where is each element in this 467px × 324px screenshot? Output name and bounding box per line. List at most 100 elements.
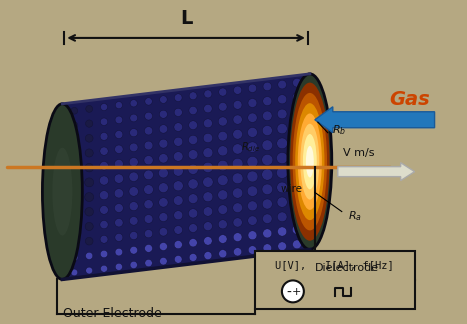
Circle shape: [71, 239, 78, 247]
Circle shape: [144, 185, 153, 194]
Circle shape: [159, 125, 168, 133]
Circle shape: [174, 240, 182, 249]
Circle shape: [189, 209, 198, 218]
Ellipse shape: [298, 113, 322, 210]
Circle shape: [276, 152, 288, 164]
Circle shape: [306, 134, 318, 145]
Circle shape: [218, 160, 228, 171]
Text: L: L: [180, 9, 192, 28]
Circle shape: [262, 154, 273, 166]
Circle shape: [115, 131, 123, 139]
Circle shape: [70, 194, 79, 203]
Circle shape: [115, 116, 123, 124]
Circle shape: [173, 181, 183, 191]
Circle shape: [174, 108, 182, 116]
Circle shape: [218, 205, 227, 214]
Circle shape: [203, 207, 212, 216]
Circle shape: [263, 82, 272, 91]
Circle shape: [276, 167, 288, 179]
Circle shape: [85, 222, 93, 231]
Circle shape: [174, 123, 183, 132]
Circle shape: [234, 86, 242, 94]
Circle shape: [204, 90, 212, 98]
Circle shape: [262, 169, 273, 180]
Circle shape: [263, 97, 272, 106]
Circle shape: [130, 114, 138, 122]
Circle shape: [189, 92, 197, 100]
Circle shape: [99, 191, 109, 200]
Circle shape: [307, 208, 317, 218]
Circle shape: [247, 186, 258, 196]
Circle shape: [159, 213, 168, 222]
Ellipse shape: [290, 83, 330, 241]
Circle shape: [189, 253, 197, 261]
Circle shape: [129, 216, 138, 225]
Circle shape: [85, 149, 93, 157]
Circle shape: [188, 164, 198, 174]
Ellipse shape: [300, 124, 319, 200]
Circle shape: [248, 113, 257, 122]
Text: $R_b$: $R_b$: [332, 123, 346, 137]
Circle shape: [203, 162, 213, 173]
Circle shape: [188, 194, 198, 203]
Circle shape: [307, 238, 316, 247]
Circle shape: [189, 224, 198, 233]
Circle shape: [232, 158, 243, 169]
Circle shape: [248, 216, 257, 225]
Circle shape: [219, 250, 227, 258]
Ellipse shape: [288, 74, 332, 249]
Circle shape: [158, 183, 168, 193]
Circle shape: [129, 187, 138, 196]
Circle shape: [114, 203, 123, 213]
Circle shape: [158, 168, 168, 178]
Ellipse shape: [52, 148, 72, 236]
Circle shape: [159, 110, 167, 118]
Circle shape: [174, 94, 182, 101]
Circle shape: [203, 133, 212, 143]
Circle shape: [188, 179, 198, 189]
Circle shape: [145, 259, 152, 267]
Circle shape: [145, 98, 152, 105]
Circle shape: [233, 100, 242, 109]
Text: -: -: [286, 285, 291, 299]
Circle shape: [100, 265, 107, 272]
Circle shape: [114, 174, 124, 183]
Circle shape: [204, 252, 212, 260]
Circle shape: [262, 199, 272, 209]
Circle shape: [115, 102, 122, 109]
Circle shape: [70, 165, 78, 174]
Circle shape: [114, 189, 124, 198]
Circle shape: [174, 211, 183, 220]
Circle shape: [114, 145, 123, 154]
Circle shape: [129, 143, 138, 152]
Circle shape: [85, 252, 93, 260]
Circle shape: [218, 175, 228, 186]
Circle shape: [204, 237, 212, 245]
Circle shape: [247, 142, 258, 152]
Circle shape: [159, 227, 168, 236]
Circle shape: [262, 184, 273, 195]
Ellipse shape: [295, 103, 325, 220]
Circle shape: [277, 123, 287, 134]
Circle shape: [85, 192, 94, 202]
Circle shape: [100, 235, 108, 243]
Circle shape: [292, 78, 301, 87]
Circle shape: [204, 119, 212, 128]
Text: Gas: Gas: [389, 90, 430, 109]
Circle shape: [307, 91, 317, 100]
Circle shape: [189, 106, 197, 115]
Circle shape: [262, 111, 272, 121]
Ellipse shape: [303, 134, 317, 189]
Circle shape: [189, 121, 198, 130]
Circle shape: [130, 100, 137, 107]
Text: Dielectrode: Dielectrode: [315, 263, 379, 273]
Circle shape: [130, 261, 137, 269]
Circle shape: [114, 218, 123, 227]
Circle shape: [86, 105, 92, 112]
Bar: [255, 251, 415, 309]
Circle shape: [248, 127, 257, 137]
Circle shape: [292, 225, 302, 234]
FancyArrow shape: [315, 107, 435, 133]
Circle shape: [292, 210, 302, 220]
Circle shape: [233, 129, 242, 139]
